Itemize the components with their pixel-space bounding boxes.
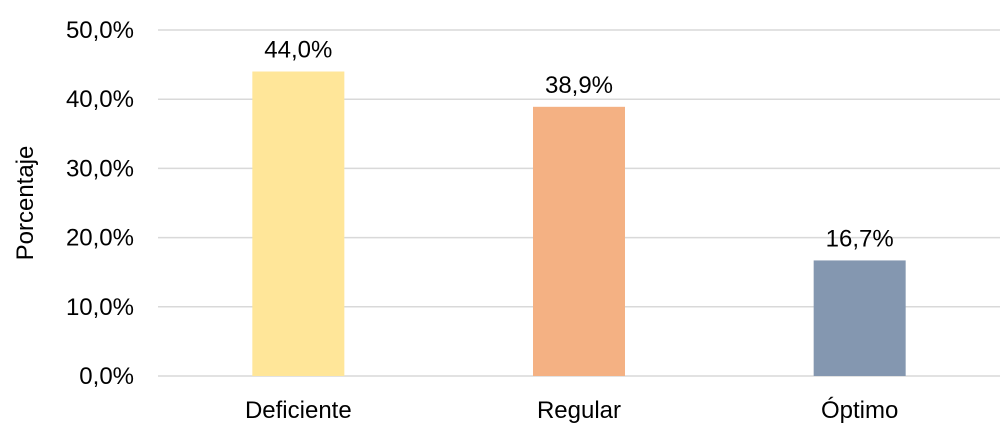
category-label: Óptimo	[821, 397, 898, 424]
bar-óptimo	[813, 260, 906, 376]
data-label: 38,9%	[545, 72, 613, 99]
category-label: Regular	[537, 397, 621, 424]
data-label: 44,0%	[264, 37, 332, 64]
y-axis-ticks: 0,0% 10,0% 20,0% 30,0% 40,0% 50,0%	[66, 17, 134, 390]
bar-regular	[533, 106, 625, 376]
data-labels: 44,0% 38,9% 16,7%	[264, 37, 893, 253]
y-tick-label: 30,0%	[66, 155, 134, 182]
y-axis-title: Porcentaje	[12, 146, 39, 261]
y-tick-label: 50,0%	[66, 17, 134, 44]
y-tick-label: 0,0%	[79, 363, 134, 390]
category-label: Deficiente	[245, 397, 352, 424]
y-tick-label: 20,0%	[66, 225, 134, 252]
category-labels: Deficiente Regular Óptimo	[245, 397, 898, 424]
y-tick-label: 40,0%	[66, 86, 134, 113]
bars	[252, 71, 906, 377]
y-tick-label: 10,0%	[66, 294, 134, 321]
bar-deficiente	[252, 71, 345, 377]
data-label: 16,7%	[826, 225, 894, 252]
